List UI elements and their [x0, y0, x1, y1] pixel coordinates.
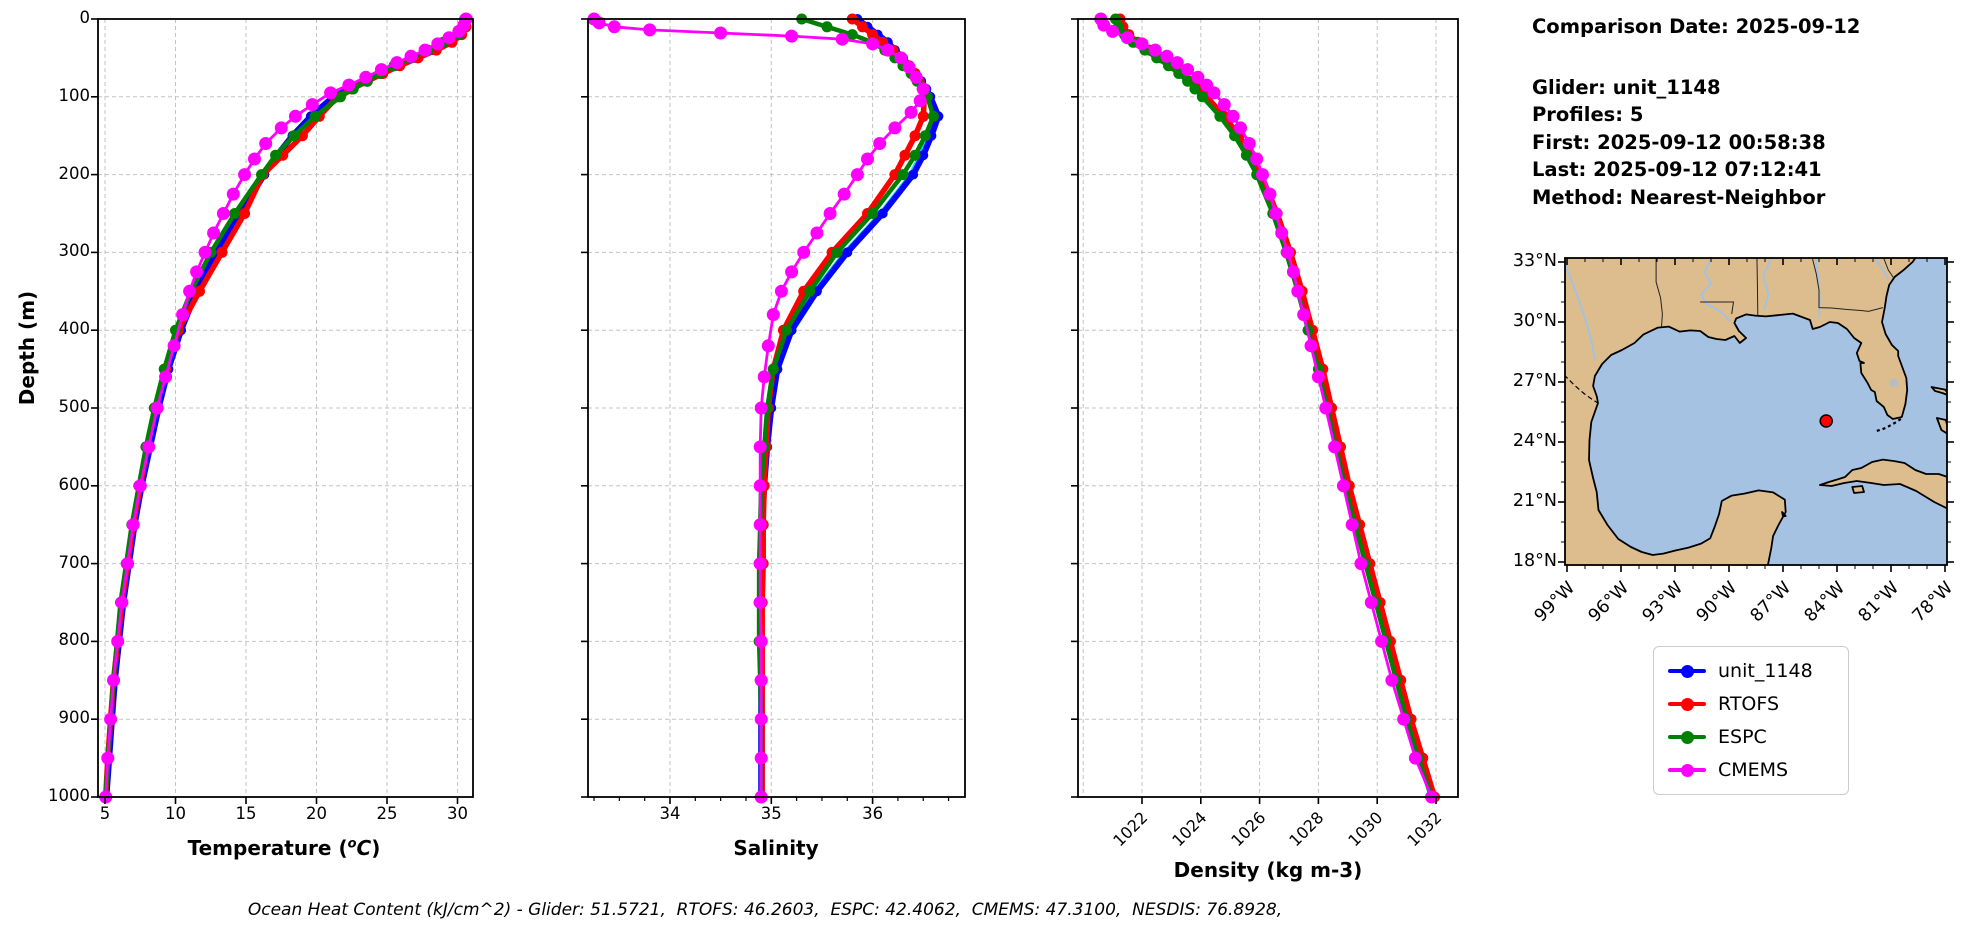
panel-salinity [581, 12, 966, 804]
depth-tick-label: 0 [79, 8, 91, 27]
legend-label: unit_1148 [1718, 660, 1813, 682]
x-tick-label: 30 [447, 804, 468, 823]
panel-temperature [91, 12, 474, 804]
map-lat-tick-label: 30°N [1512, 311, 1557, 331]
legend-item-ESPC: ESPC [1668, 725, 1834, 749]
legend-item-CMEMS: CMEMS [1668, 758, 1834, 782]
info-last-time: Last: 2025-09-12 07:12:41 [1532, 158, 1822, 181]
series-CMEMS [99, 12, 473, 804]
density-axis-label: Density (kg m-3) [1173, 858, 1363, 882]
depth-tick-label: 400 [58, 319, 91, 339]
glider-position-marker [1819, 414, 1833, 428]
depth-tick-label: 100 [58, 85, 91, 105]
legend-item-unit_1148: unit_1148 [1668, 659, 1834, 683]
x-tick-label: 20 [306, 804, 327, 823]
location-map [1558, 257, 1954, 572]
legend-line-sample [1668, 730, 1706, 744]
panel-density [1071, 12, 1459, 804]
legend-line-sample [1668, 664, 1706, 678]
x-tick-label: 35 [760, 804, 782, 823]
comparison-info-block: Comparison Date: 2025-09-12 Glider: unit… [1532, 13, 1860, 211]
x-tick-label: 25 [376, 804, 398, 823]
legend-marker-dot [1681, 664, 1694, 678]
depth-tick-label: 700 [58, 552, 91, 572]
temperature-axis-label: Temperature (oC) [187, 836, 381, 860]
map-geography [1565, 258, 1947, 565]
legend-item-RTOFS: RTOFS [1668, 692, 1834, 716]
depth-tick-label: 1000 [48, 786, 90, 805]
salinity-axis-label: Salinity [733, 836, 819, 860]
x-tick-label: 34 [659, 804, 681, 823]
depth-tick-label: 900 [58, 708, 91, 728]
info-first-time: First: 2025-09-12 00:58:38 [1532, 130, 1826, 154]
info-glider: Glider: unit_1148 [1532, 75, 1721, 99]
legend-line-sample [1668, 763, 1706, 777]
map-lat-tick-label: 27°N [1512, 371, 1557, 391]
series-CMEMS [1094, 12, 1439, 804]
depth-tick-label: 500 [58, 397, 91, 416]
legend-label: RTOFS [1718, 693, 1780, 715]
depth-tick-label: 200 [58, 163, 91, 183]
legend-label: CMEMS [1718, 759, 1789, 781]
depth-tick-label: 800 [58, 630, 91, 650]
legend-line-sample [1668, 697, 1706, 711]
x-tick-label: 36 [862, 804, 884, 823]
legend-marker-dot [1681, 730, 1694, 744]
legend-marker-dot [1681, 697, 1694, 711]
depth-tick-label: 600 [58, 474, 91, 494]
depth-axis-label: Depth (m) [15, 290, 39, 406]
legend: unit_1148 RTOFS ESPC CMEMS [1653, 646, 1849, 795]
series-CMEMS [587, 12, 930, 804]
x-tick-label: 15 [235, 804, 257, 823]
map-lat-tick-label: 21°N [1512, 491, 1557, 511]
map-lat-tick-label: 33°N [1512, 251, 1557, 271]
legend-label: ESPC [1718, 726, 1767, 748]
info-profiles: Profiles: 5 [1532, 103, 1644, 126]
ohc-caption: Ocean Heat Content (kJ/cm^2) - Glider: 5… [247, 900, 1283, 920]
depth-tick-label: 300 [58, 241, 91, 261]
info-method: Method: Nearest-Neighbor [1532, 185, 1826, 209]
map-lat-tick-label: 24°N [1512, 431, 1557, 451]
series-glider_track [1112, 15, 1434, 801]
comparison-date: Comparison Date: 2025-09-12 [1532, 15, 1861, 38]
x-tick-label: 5 [99, 804, 111, 823]
map-lat-tick-label: 18°N [1512, 551, 1557, 571]
x-tick-label: 10 [165, 804, 186, 823]
legend-marker-dot [1681, 763, 1694, 777]
